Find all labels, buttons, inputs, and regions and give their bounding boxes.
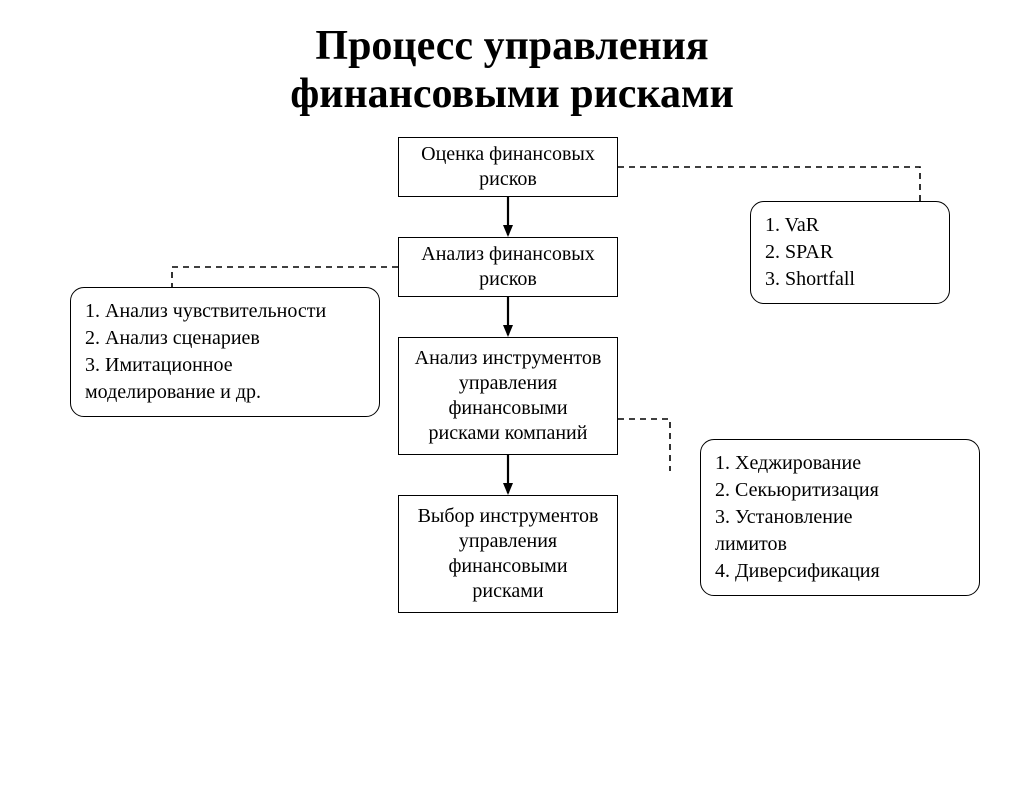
flowchart-canvas: Оценка финансовыхрисков Анализ финансовых…: [0, 119, 1024, 739]
callout-c1: 1. VaR2. SPAR3. Shortfall: [750, 201, 950, 304]
flow-node-n1: Оценка финансовыхрисков: [398, 137, 618, 197]
page-title: Процесс управления финансовыми рисками: [0, 22, 1024, 119]
flow-node-n3: Анализ инструментовуправленияфинансовыми…: [398, 337, 618, 455]
flow-node-n4: Выбор инструментовуправленияфинансовымир…: [398, 495, 618, 613]
title-line2: финансовыми рисками: [290, 71, 734, 117]
title-line1: Процесс управления: [315, 23, 708, 69]
callout-c3: 1. Хеджирование2. Секьюритизация3. Устан…: [700, 439, 980, 596]
flow-node-n2: Анализ финансовыхрисков: [398, 237, 618, 297]
callout-c2: 1. Анализ чувствительности2. Анализ сцен…: [70, 287, 380, 417]
